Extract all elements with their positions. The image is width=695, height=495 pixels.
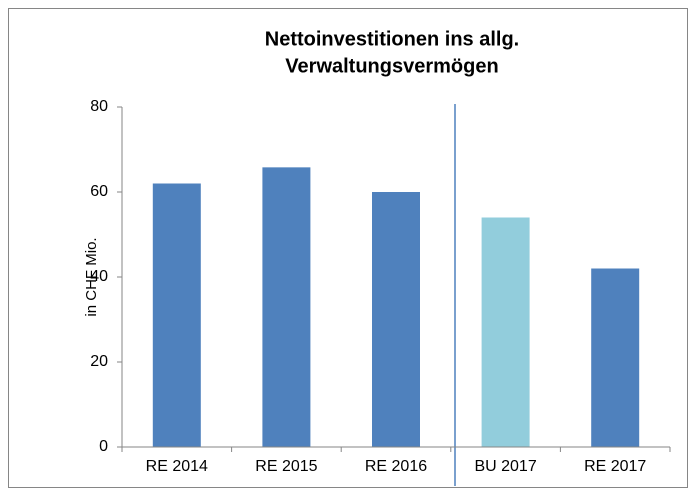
x-tick-label: RE 2015 [255, 458, 317, 475]
chart-frame [8, 8, 688, 488]
bar [591, 268, 640, 447]
bar [481, 217, 530, 447]
bar [262, 167, 311, 447]
x-tick-label: RE 2014 [146, 458, 208, 475]
y-tick-label: 80 [90, 98, 108, 115]
x-tick-label: RE 2016 [365, 458, 427, 475]
x-tick-label: RE 2017 [584, 458, 646, 475]
bar [372, 192, 420, 447]
y-tick-label: 60 [90, 183, 108, 200]
chart-title: Verwaltungsvermögen [285, 55, 498, 77]
x-tick-label: BU 2017 [474, 458, 536, 475]
y-tick-label: 0 [99, 438, 108, 455]
bar [152, 183, 201, 447]
y-tick-label: 20 [90, 353, 108, 370]
y-axis-label: in CHF Mio. [83, 237, 100, 316]
chart-title: Nettoinvestitionen ins allg. [265, 28, 519, 50]
y-tick-label: 40 [90, 268, 108, 285]
